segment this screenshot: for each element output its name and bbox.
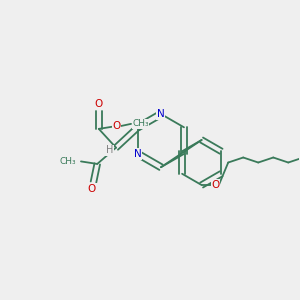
Text: O: O xyxy=(112,122,121,131)
Text: N: N xyxy=(157,109,165,119)
Text: H: H xyxy=(106,145,113,155)
Text: CH₃: CH₃ xyxy=(59,157,76,166)
Text: O: O xyxy=(212,180,220,190)
Text: N: N xyxy=(134,149,142,159)
Text: O: O xyxy=(95,100,103,110)
Text: O: O xyxy=(88,184,96,194)
Text: CH₃: CH₃ xyxy=(132,119,149,128)
